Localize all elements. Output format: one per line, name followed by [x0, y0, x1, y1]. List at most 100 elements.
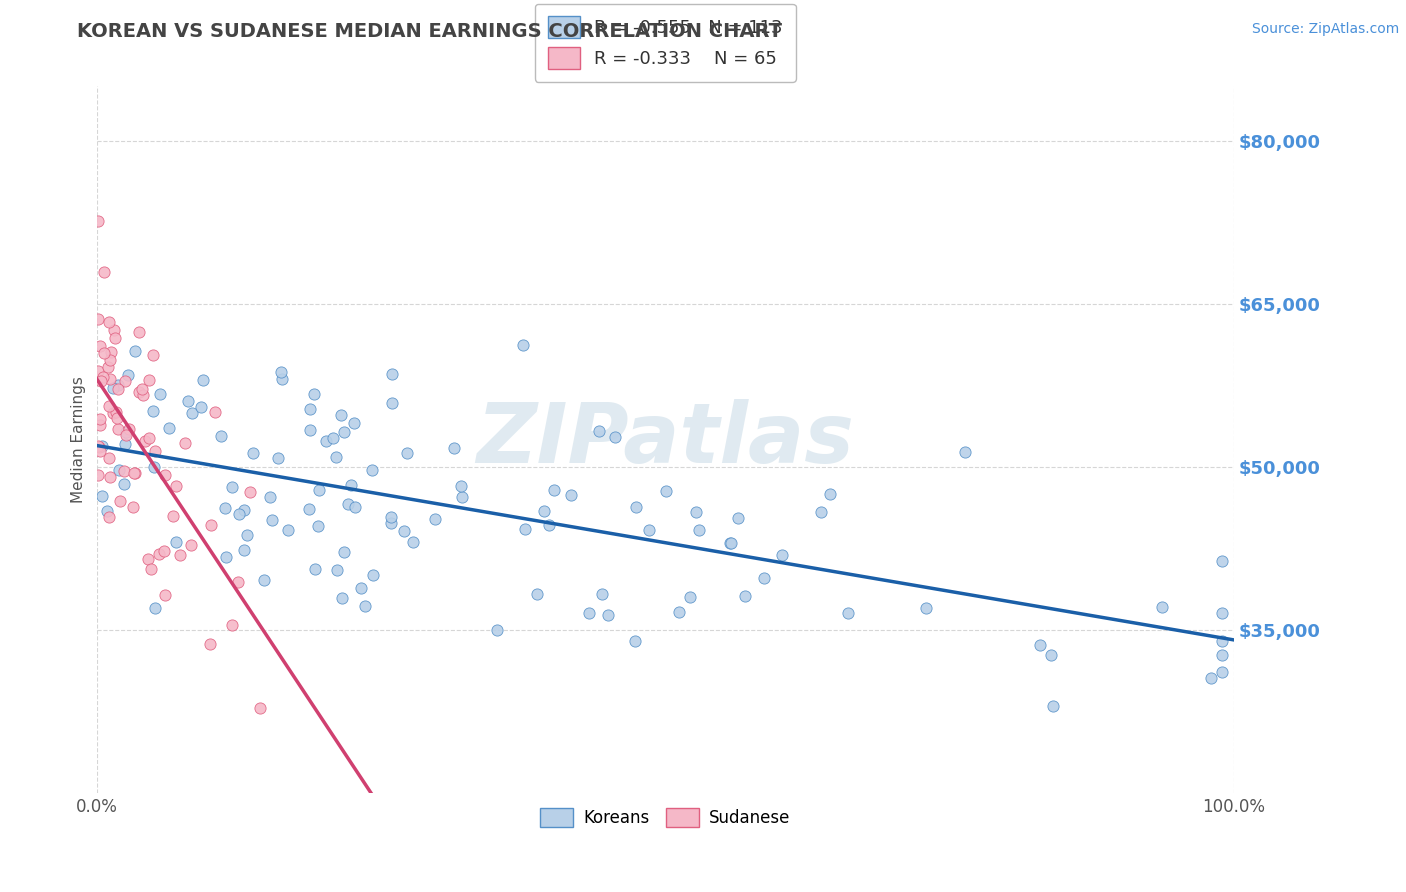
Koreans [101, 381, 124, 395]
Koreans [1199, 671, 1222, 685]
Koreans [333, 545, 356, 559]
Koreans [588, 425, 610, 439]
Koreans [685, 505, 707, 519]
Koreans [591, 587, 613, 601]
Text: Source: ZipAtlas.com: Source: ZipAtlas.com [1251, 22, 1399, 37]
Koreans [734, 590, 756, 604]
Koreans [350, 582, 373, 596]
Sudanese [110, 493, 132, 508]
Koreans [394, 524, 416, 538]
Koreans [276, 524, 298, 538]
Koreans [623, 634, 645, 648]
Sudanese [98, 315, 121, 329]
Koreans [837, 606, 859, 620]
Koreans [380, 516, 402, 530]
Koreans [1211, 665, 1233, 679]
Sudanese [200, 637, 222, 651]
Koreans [270, 365, 292, 379]
Koreans [330, 409, 353, 423]
Koreans [232, 502, 254, 516]
Sudanese [87, 214, 110, 228]
Koreans [526, 587, 548, 601]
Sudanese [138, 432, 160, 446]
Koreans [267, 451, 290, 466]
Koreans [298, 502, 321, 516]
Koreans [228, 508, 250, 522]
Koreans [181, 406, 204, 420]
Sudanese [107, 422, 129, 436]
Text: KOREAN VS SUDANESE MEDIAN EARNINGS CORRELATION CHART: KOREAN VS SUDANESE MEDIAN EARNINGS CORRE… [77, 22, 782, 41]
Koreans [115, 425, 138, 440]
Sudanese [138, 373, 160, 387]
Koreans [325, 450, 347, 464]
Sudanese [105, 405, 128, 419]
Koreans [142, 460, 165, 475]
Koreans [112, 477, 135, 491]
Sudanese [89, 443, 111, 458]
Koreans [1042, 698, 1064, 713]
Koreans [209, 429, 232, 443]
Sudanese [97, 359, 120, 374]
Koreans [512, 338, 534, 352]
Koreans [451, 490, 474, 504]
Sudanese [121, 500, 143, 514]
Koreans [603, 430, 626, 444]
Koreans [533, 503, 555, 517]
Sudanese [128, 384, 150, 399]
Sudanese [89, 417, 111, 432]
Sudanese [122, 466, 145, 480]
Koreans [770, 548, 793, 562]
Koreans [818, 487, 841, 501]
Sudanese [142, 348, 165, 362]
Sudanese [98, 399, 121, 413]
Sudanese [204, 405, 226, 419]
Koreans [624, 500, 647, 514]
Koreans [538, 517, 561, 532]
Sudanese [153, 467, 176, 482]
Legend: Koreans, Sudanese: Koreans, Sudanese [533, 801, 797, 834]
Sudanese [249, 701, 271, 715]
Koreans [1211, 633, 1233, 648]
Koreans [259, 491, 281, 505]
Koreans [343, 500, 366, 514]
Koreans [598, 607, 620, 622]
Koreans [1028, 638, 1050, 652]
Sudanese [87, 467, 110, 482]
Koreans [361, 463, 384, 477]
Koreans [221, 480, 243, 494]
Sudanese [165, 479, 187, 493]
Koreans [298, 423, 321, 437]
Sudanese [87, 364, 110, 378]
Koreans [423, 512, 446, 526]
Koreans [450, 479, 472, 493]
Koreans [96, 504, 118, 518]
Koreans [298, 402, 321, 417]
Koreans [752, 570, 775, 584]
Koreans [107, 378, 129, 392]
Koreans [91, 489, 114, 503]
Sudanese [134, 434, 156, 449]
Koreans [271, 372, 294, 386]
Sudanese [105, 410, 128, 425]
Koreans [381, 396, 404, 410]
Koreans [262, 513, 284, 527]
Y-axis label: Median Earnings: Median Earnings [72, 376, 86, 503]
Sudanese [153, 588, 176, 602]
Koreans [165, 534, 187, 549]
Koreans [142, 404, 165, 418]
Koreans [157, 420, 180, 434]
Koreans [955, 445, 977, 459]
Sudanese [98, 450, 121, 465]
Sudanese [226, 575, 249, 590]
Sudanese [128, 325, 150, 339]
Koreans [1040, 648, 1063, 662]
Koreans [343, 416, 366, 430]
Koreans [810, 505, 832, 519]
Koreans [322, 431, 344, 445]
Sudanese [89, 411, 111, 425]
Koreans [253, 573, 276, 587]
Sudanese [89, 338, 111, 352]
Koreans [177, 394, 200, 409]
Koreans [381, 367, 404, 381]
Sudanese [87, 438, 110, 452]
